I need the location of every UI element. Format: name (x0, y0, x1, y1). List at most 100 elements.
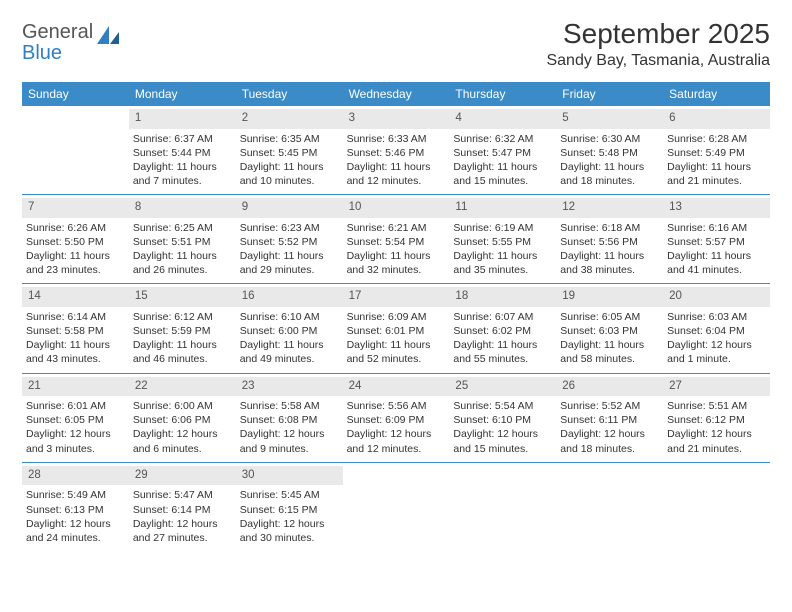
weekday-header: Tuesday (236, 82, 343, 106)
calendar-week: 21Sunrise: 6:01 AMSunset: 6:05 PMDayligh… (22, 374, 770, 463)
calendar-cell: 7Sunrise: 6:26 AMSunset: 5:50 PMDaylight… (22, 195, 129, 283)
calendar-cell: 18 Sunrise: 6:07 AMSunset: 6:02 PMDayligh… (449, 284, 556, 372)
day-number: 7 (22, 198, 129, 218)
sunrise-text: Sunrise: 6:32 AM (453, 132, 552, 146)
daylight-text: Daylight: 11 hours and 21 minutes. (667, 160, 766, 188)
sunset-text: Sunset: 5:45 PM (240, 146, 339, 160)
day-number: 21 (22, 377, 129, 397)
daylight-text: Daylight: 11 hours and 15 minutes. (453, 160, 552, 188)
daylight-text: Daylight: 11 hours and 46 minutes. (133, 338, 232, 366)
sunrise-text: Sunrise: 6:01 AM (26, 399, 125, 413)
day-number: 28 (22, 466, 129, 486)
daylight-text: Daylight: 11 hours and 18 minutes. (560, 160, 659, 188)
day-number: 2 (236, 109, 343, 129)
sunset-text: Sunset: 5:44 PM (133, 146, 232, 160)
sunset-text: Sunset: 5:56 PM (560, 235, 659, 249)
sunrise-text: Sunrise: 5:51 AM (667, 399, 766, 413)
sunset-text: Sunset: 6:02 PM (453, 324, 552, 338)
calendar-cell: 3Sunrise: 6:33 AMSunset: 5:46 PMDaylight… (343, 106, 450, 194)
sunset-text: Sunset: 5:46 PM (347, 146, 446, 160)
sunset-text: Sunset: 6:09 PM (347, 413, 446, 427)
calendar-cell: . (556, 463, 663, 551)
calendar-cell: 6Sunrise: 6:28 AMSunset: 5:49 PMDaylight… (663, 106, 770, 194)
daylight-text: Daylight: 12 hours and 27 minutes. (133, 517, 232, 545)
day-number: 16 (236, 287, 343, 307)
calendar-page: General Blue September 2025 Sandy Bay, T… (0, 0, 792, 561)
calendar-cell: 14Sunrise: 6:14 AMSunset: 5:58 PMDayligh… (22, 284, 129, 372)
sail-icon (95, 24, 121, 51)
sunrise-text: Sunrise: 6:07 AM (453, 310, 552, 324)
calendar-week: 14Sunrise: 6:14 AMSunset: 5:58 PMDayligh… (22, 284, 770, 373)
calendar-cell: 5Sunrise: 6:30 AMSunset: 5:48 PMDaylight… (556, 106, 663, 194)
sunset-text: Sunset: 6:14 PM (133, 503, 232, 517)
daylight-text: Daylight: 11 hours and 29 minutes. (240, 249, 339, 277)
sunset-text: Sunset: 5:49 PM (667, 146, 766, 160)
page-title: September 2025 (546, 18, 770, 50)
weekday-header: Sunday (22, 82, 129, 106)
sunrise-text: Sunrise: 6:25 AM (133, 221, 232, 235)
sunrise-text: Sunrise: 6:21 AM (347, 221, 446, 235)
sunset-text: Sunset: 5:47 PM (453, 146, 552, 160)
sunrise-text: Sunrise: 6:12 AM (133, 310, 232, 324)
sunrise-text: Sunrise: 6:35 AM (240, 132, 339, 146)
daylight-text: Daylight: 12 hours and 3 minutes. (26, 427, 125, 455)
sunset-text: Sunset: 6:12 PM (667, 413, 766, 427)
calendar-cell: 22Sunrise: 6:00 AMSunset: 6:06 PMDayligh… (129, 374, 236, 462)
sunset-text: Sunset: 6:04 PM (667, 324, 766, 338)
day-number: 11 (449, 198, 556, 218)
daylight-text: Daylight: 11 hours and 55 minutes. (453, 338, 552, 366)
sunrise-text: Sunrise: 5:45 AM (240, 488, 339, 502)
calendar: Sunday Monday Tuesday Wednesday Thursday… (22, 82, 770, 551)
day-number: 26 (556, 377, 663, 397)
sunrise-text: Sunrise: 6:26 AM (26, 221, 125, 235)
daylight-text: Daylight: 11 hours and 58 minutes. (560, 338, 659, 366)
sunset-text: Sunset: 6:13 PM (26, 503, 125, 517)
sunset-text: Sunset: 6:08 PM (240, 413, 339, 427)
calendar-cell: 23Sunrise: 5:58 AMSunset: 6:08 PMDayligh… (236, 374, 343, 462)
calendar-cell: 9Sunrise: 6:23 AMSunset: 5:52 PMDaylight… (236, 195, 343, 283)
calendar-cell: 29Sunrise: 5:47 AMSunset: 6:14 PMDayligh… (129, 463, 236, 551)
sunrise-text: Sunrise: 6:19 AM (453, 221, 552, 235)
sunset-text: Sunset: 5:59 PM (133, 324, 232, 338)
calendar-cell: 11Sunrise: 6:19 AMSunset: 5:55 PMDayligh… (449, 195, 556, 283)
daylight-text: Daylight: 11 hours and 32 minutes. (347, 249, 446, 277)
sunrise-text: Sunrise: 5:54 AM (453, 399, 552, 413)
calendar-cell: 4Sunrise: 6:32 AMSunset: 5:47 PMDaylight… (449, 106, 556, 194)
sunset-text: Sunset: 5:52 PM (240, 235, 339, 249)
day-number: 29 (129, 466, 236, 486)
daylight-text: Daylight: 11 hours and 12 minutes. (347, 160, 446, 188)
daylight-text: Daylight: 11 hours and 49 minutes. (240, 338, 339, 366)
calendar-cell: 30Sunrise: 5:45 AMSunset: 6:15 PMDayligh… (236, 463, 343, 551)
calendar-cell: 15Sunrise: 6:12 AMSunset: 5:59 PMDayligh… (129, 284, 236, 372)
sunset-text: Sunset: 6:05 PM (26, 413, 125, 427)
daylight-text: Daylight: 12 hours and 24 minutes. (26, 517, 125, 545)
calendar-cell: 28 Sunrise: 5:49 AMSunset: 6:13 PMDayligh… (22, 463, 129, 551)
sunset-text: Sunset: 6:10 PM (453, 413, 552, 427)
calendar-cell: . (22, 106, 129, 194)
daylight-text: Daylight: 11 hours and 52 minutes. (347, 338, 446, 366)
day-number: 3 (343, 109, 450, 129)
daylight-text: Daylight: 12 hours and 30 minutes. (240, 517, 339, 545)
brand-logo-text: General Blue (22, 22, 93, 64)
sunrise-text: Sunrise: 6:05 AM (560, 310, 659, 324)
page-header: General Blue September 2025 Sandy Bay, T… (22, 18, 770, 70)
daylight-text: Daylight: 12 hours and 21 minutes. (667, 427, 766, 455)
day-number: 9 (236, 198, 343, 218)
sunrise-text: Sunrise: 6:16 AM (667, 221, 766, 235)
sunset-text: Sunset: 5:55 PM (453, 235, 552, 249)
sunrise-text: Sunrise: 6:18 AM (560, 221, 659, 235)
calendar-cell: 2Sunrise: 6:35 AMSunset: 5:45 PMDaylight… (236, 106, 343, 194)
day-number: 22 (129, 377, 236, 397)
day-number: 10 (343, 198, 450, 218)
calendar-cell: . (343, 463, 450, 551)
sunset-text: Sunset: 5:58 PM (26, 324, 125, 338)
day-number: 19 (556, 287, 663, 307)
calendar-cell: 1Sunrise: 6:37 AMSunset: 5:44 PMDaylight… (129, 106, 236, 194)
sunset-text: Sunset: 6:01 PM (347, 324, 446, 338)
calendar-cell: 21 Sunrise: 6:01 AMSunset: 6:05 PMDayligh… (22, 374, 129, 462)
day-number: 1 (129, 109, 236, 129)
daylight-text: Daylight: 11 hours and 38 minutes. (560, 249, 659, 277)
sunrise-text: Sunrise: 5:49 AM (26, 488, 125, 502)
calendar-cell: 10Sunrise: 6:21 AMSunset: 5:54 PMDayligh… (343, 195, 450, 283)
day-number: 18 (449, 287, 556, 307)
